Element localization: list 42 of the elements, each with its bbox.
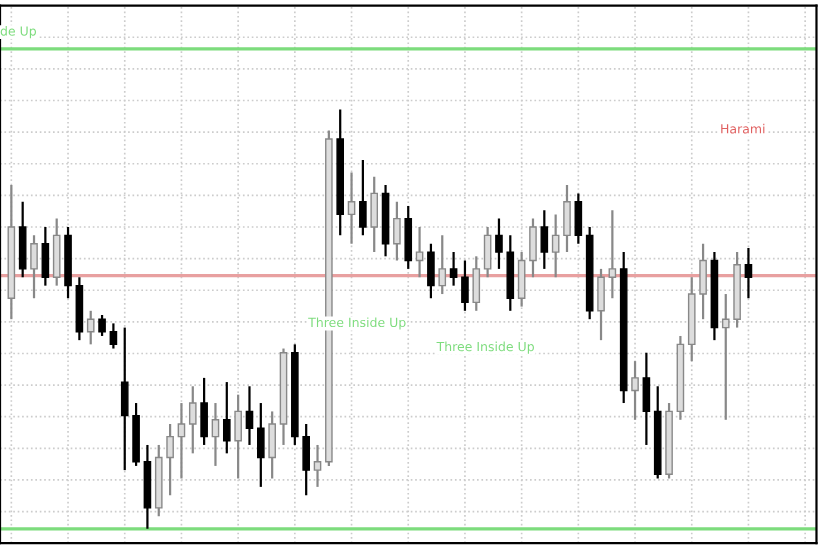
candlestick	[461, 259, 469, 312]
candlestick	[177, 401, 186, 480]
candlestick	[109, 322, 118, 350]
candlestick	[529, 217, 537, 279]
candlestick	[631, 360, 639, 421]
candlestick	[211, 401, 220, 468]
candlestick	[98, 313, 106, 338]
candlestick	[257, 401, 265, 488]
candlestick	[188, 385, 197, 455]
candlestick	[30, 234, 38, 300]
candlestick	[574, 192, 583, 245]
candlestick	[415, 225, 424, 279]
candlestick	[313, 443, 322, 488]
candlestick	[370, 175, 379, 254]
candlestick	[404, 204, 413, 270]
candlestick	[359, 158, 367, 237]
candlestick	[608, 209, 617, 300]
candlestick	[517, 251, 526, 308]
candlestick	[143, 443, 152, 530]
candlestick	[438, 234, 447, 296]
candlestick	[744, 246, 753, 300]
candlestick	[597, 267, 605, 342]
candlestick	[483, 225, 492, 279]
candlestick	[75, 276, 84, 342]
candlestick	[268, 410, 276, 480]
candlestick	[41, 225, 50, 287]
candlestick	[234, 393, 242, 480]
candlestick	[347, 171, 356, 245]
candlestick	[472, 255, 481, 312]
candlestick	[200, 376, 208, 447]
candlestick	[52, 217, 61, 287]
candlestick	[563, 183, 571, 254]
candlestick	[427, 242, 435, 300]
candlestick	[642, 351, 651, 447]
candlestick	[86, 309, 95, 346]
candlestick	[222, 380, 231, 455]
candlestick	[393, 200, 401, 262]
candlestick	[18, 200, 27, 279]
candlestick	[245, 385, 254, 447]
candlestick	[449, 251, 458, 287]
candlestick	[540, 209, 549, 270]
candlestick	[551, 213, 560, 279]
